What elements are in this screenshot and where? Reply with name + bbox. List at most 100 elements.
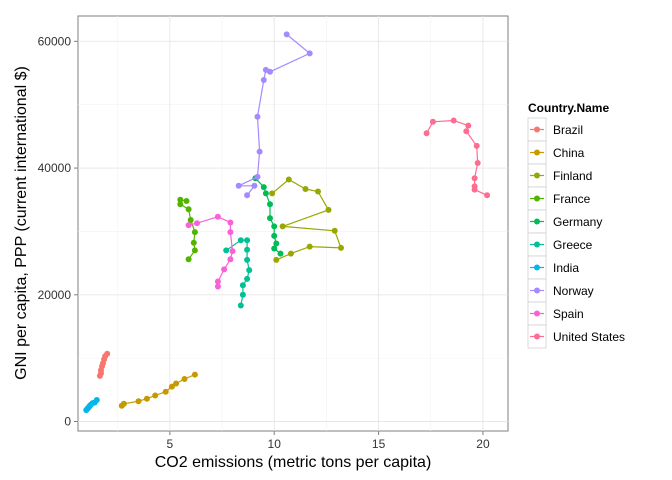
legend-item-norway: Norway bbox=[527, 278, 594, 303]
data-point-france bbox=[183, 198, 190, 204]
data-point-finland bbox=[285, 176, 292, 183]
data-point-finland bbox=[287, 250, 294, 257]
data-point-united-states bbox=[450, 117, 457, 124]
data-point-india bbox=[93, 397, 100, 403]
legend-label-china: China bbox=[553, 146, 585, 160]
data-point-finland bbox=[302, 186, 309, 192]
legend-item-france: France bbox=[527, 186, 591, 211]
data-point-norway bbox=[251, 182, 258, 189]
data-point-norway bbox=[306, 50, 313, 57]
data-point-china bbox=[135, 398, 142, 405]
legend-key-point-brazil bbox=[534, 126, 540, 133]
series-norway bbox=[235, 31, 313, 199]
series-china bbox=[118, 371, 198, 409]
data-point-france bbox=[177, 201, 184, 208]
data-point-germany bbox=[262, 190, 269, 197]
y-tick-label: 40000 bbox=[38, 161, 72, 175]
series-layer bbox=[83, 31, 491, 414]
data-point-finland bbox=[273, 256, 280, 263]
data-point-china bbox=[191, 371, 198, 378]
legend-key-point-norway bbox=[534, 287, 540, 294]
series-line-china bbox=[121, 374, 196, 407]
data-point-norway bbox=[254, 113, 261, 120]
data-point-china bbox=[120, 400, 127, 407]
data-point-france bbox=[185, 256, 192, 263]
series-brazil bbox=[96, 350, 111, 379]
x-tick-label: 10 bbox=[268, 437, 282, 451]
data-point-germany bbox=[260, 184, 267, 191]
data-point-france bbox=[185, 206, 192, 213]
data-point-greece bbox=[244, 237, 251, 244]
data-point-china bbox=[152, 392, 159, 399]
data-point-greece bbox=[239, 291, 246, 298]
legend-key-point-spain bbox=[534, 310, 540, 317]
data-point-united-states bbox=[429, 118, 436, 125]
data-point-greece bbox=[246, 267, 253, 274]
legend-item-brazil: Brazil bbox=[527, 117, 583, 142]
minor-gridlines bbox=[78, 16, 508, 431]
data-point-germany bbox=[267, 201, 273, 208]
data-point-norway bbox=[244, 192, 251, 199]
axis-layer: 5 10 15 20 0 20000 40000 60000 bbox=[38, 34, 490, 451]
data-point-greece bbox=[244, 246, 251, 253]
series-line-spain bbox=[188, 216, 234, 287]
data-point-norway bbox=[256, 148, 263, 155]
data-point-finland bbox=[338, 244, 344, 251]
series-finland bbox=[269, 176, 344, 263]
data-point-spain bbox=[185, 222, 192, 229]
series-germany bbox=[252, 175, 284, 257]
legend-item-united-states: United States bbox=[527, 324, 625, 349]
data-point-finland bbox=[331, 227, 338, 234]
legend-label-germany: Germany bbox=[553, 215, 602, 229]
data-point-finland bbox=[325, 206, 332, 213]
data-point-greece bbox=[244, 275, 251, 282]
data-point-spain bbox=[229, 248, 236, 255]
data-point-spain bbox=[221, 266, 228, 273]
data-point-finland bbox=[315, 188, 321, 195]
data-point-germany bbox=[267, 215, 273, 222]
data-point-france bbox=[191, 247, 198, 254]
data-point-united-states bbox=[463, 128, 470, 135]
legend-key-point-france bbox=[534, 195, 540, 202]
legend-item-finland: Finland bbox=[527, 163, 592, 188]
data-point-norway bbox=[260, 77, 267, 83]
data-point-spain bbox=[227, 256, 234, 263]
data-point-france bbox=[187, 217, 194, 223]
x-axis-title: CO2 emissions (metric tons per capita) bbox=[155, 454, 432, 471]
data-point-united-states bbox=[471, 175, 478, 182]
data-point-germany bbox=[277, 250, 284, 257]
legend-label-spain: Spain bbox=[553, 307, 584, 321]
data-point-united-states bbox=[465, 122, 472, 129]
data-point-brazil bbox=[104, 350, 111, 357]
x-tick-label: 20 bbox=[476, 437, 490, 451]
legend-label-india: India bbox=[553, 261, 579, 275]
y-axis-title: GNI per capita, PPP (current internation… bbox=[13, 66, 30, 380]
data-point-finland bbox=[279, 223, 286, 230]
data-point-finland bbox=[269, 190, 276, 197]
series-france bbox=[177, 196, 198, 263]
data-point-spain bbox=[194, 220, 200, 227]
data-point-norway bbox=[254, 173, 261, 180]
x-tick-label: 5 bbox=[167, 437, 174, 451]
data-point-spain bbox=[227, 219, 234, 226]
legend-item-india: India bbox=[527, 255, 579, 280]
data-point-norway bbox=[283, 31, 290, 38]
legend: Country.Name Brazil China Finland France Ger… bbox=[527, 101, 625, 349]
legend-label-france: France bbox=[553, 192, 591, 206]
legend-label-greece: Greece bbox=[553, 238, 593, 252]
y-tick-label: 20000 bbox=[38, 288, 72, 302]
legend-label-brazil: Brazil bbox=[553, 123, 583, 137]
legend-key-point-greece bbox=[534, 241, 540, 248]
data-point-norway bbox=[267, 68, 273, 75]
y-tick-label: 0 bbox=[64, 414, 71, 428]
legend-title: Country.Name bbox=[528, 101, 609, 115]
legend-items: Brazil China Finland France Germany Greece Ind… bbox=[527, 117, 625, 349]
x-tick-label: 15 bbox=[372, 437, 386, 451]
data-point-greece bbox=[223, 247, 230, 254]
data-point-greece bbox=[237, 302, 244, 309]
legend-label-united-states: United States bbox=[553, 330, 625, 344]
data-point-spain bbox=[214, 278, 221, 285]
series-line-greece bbox=[225, 239, 250, 306]
data-point-china bbox=[143, 395, 150, 402]
